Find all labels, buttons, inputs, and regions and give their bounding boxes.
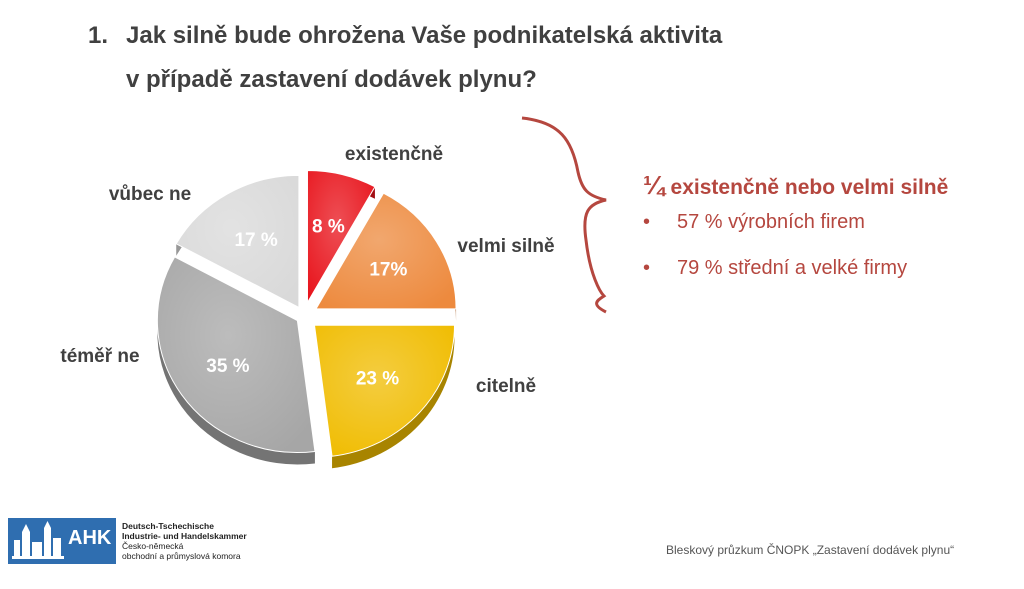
pie-category-label: vůbec ne <box>109 184 191 205</box>
summary-fraction: ¼ <box>643 170 665 200</box>
city-skyline-icon <box>12 521 64 559</box>
bullet-dot: • <box>643 211 651 233</box>
ahk-logo: AHK Deutsch-Tschechische Industrie- und … <box>8 518 258 566</box>
pie-category-label: velmi silně <box>457 236 554 257</box>
pie-value-label: 17 % <box>234 230 277 251</box>
pie-category-label: téměř ne <box>60 346 139 367</box>
pie-slice-sheen <box>176 175 299 308</box>
ahk-logo-box: AHK <box>8 518 116 564</box>
footer-source: Bleskový průzkum ČNOPK „Zastavení dodáve… <box>666 543 955 557</box>
ahk-name-de-1: Deutsch-Tschechische <box>122 521 214 531</box>
slide-title: 1. Jak silně bude ohrožena Vaše podnikate… <box>88 14 722 102</box>
pie-value-label: 17% <box>369 260 407 281</box>
summary-bullets: • 57 % výrobních firem • 79 % střední a ve… <box>643 211 948 303</box>
pie-category-label: citelně <box>476 376 536 397</box>
summary-bullet-text: 57 % výrobních firem <box>677 211 865 233</box>
pie-slice-sheen <box>314 325 455 457</box>
pie-slice-sheen <box>307 170 375 303</box>
summary-panel: ¼ existenčně nebo velmi silně • 57 % výro… <box>643 170 948 303</box>
summary-headline: ¼ existenčně nebo velmi silně <box>643 170 948 201</box>
summary-headline-text: existenčně nebo velmi silně <box>670 176 949 199</box>
pie-slice-sheen <box>316 193 457 309</box>
summary-bullet-text: 79 % střední a velké firmy <box>677 257 908 279</box>
ahk-name-cz-1: Česko-německá <box>122 541 184 551</box>
title-line2: v případě zastavení dodávek plynu? <box>126 66 537 93</box>
ahk-brand: AHK <box>68 527 112 549</box>
pie-slice-sheen <box>157 256 315 453</box>
pie-value-label: 35 % <box>206 356 249 377</box>
pie-value-label: 23 % <box>356 369 399 390</box>
title-line1: Jak silně bude ohrožena Vaše podnikatels… <box>126 22 723 49</box>
pie-category-label: existenčně <box>345 144 443 165</box>
title-number: 1. <box>88 22 109 49</box>
ahk-names: Deutsch-Tschechische Industrie- und Hand… <box>122 521 247 561</box>
summary-bullet: • 57 % výrobních firem <box>643 211 948 257</box>
ahk-name-cz-2: obchodní a průmyslová komora <box>122 551 241 561</box>
pie-value-label: 8 % <box>312 217 345 238</box>
bullet-dot: • <box>643 257 651 279</box>
summary-bullet: • 79 % střední a velké firmy <box>643 257 948 303</box>
ahk-name-de-2: Industrie- und Handelskammer <box>122 531 247 541</box>
pie-slice-side <box>332 325 455 469</box>
summary-brace <box>521 116 607 314</box>
